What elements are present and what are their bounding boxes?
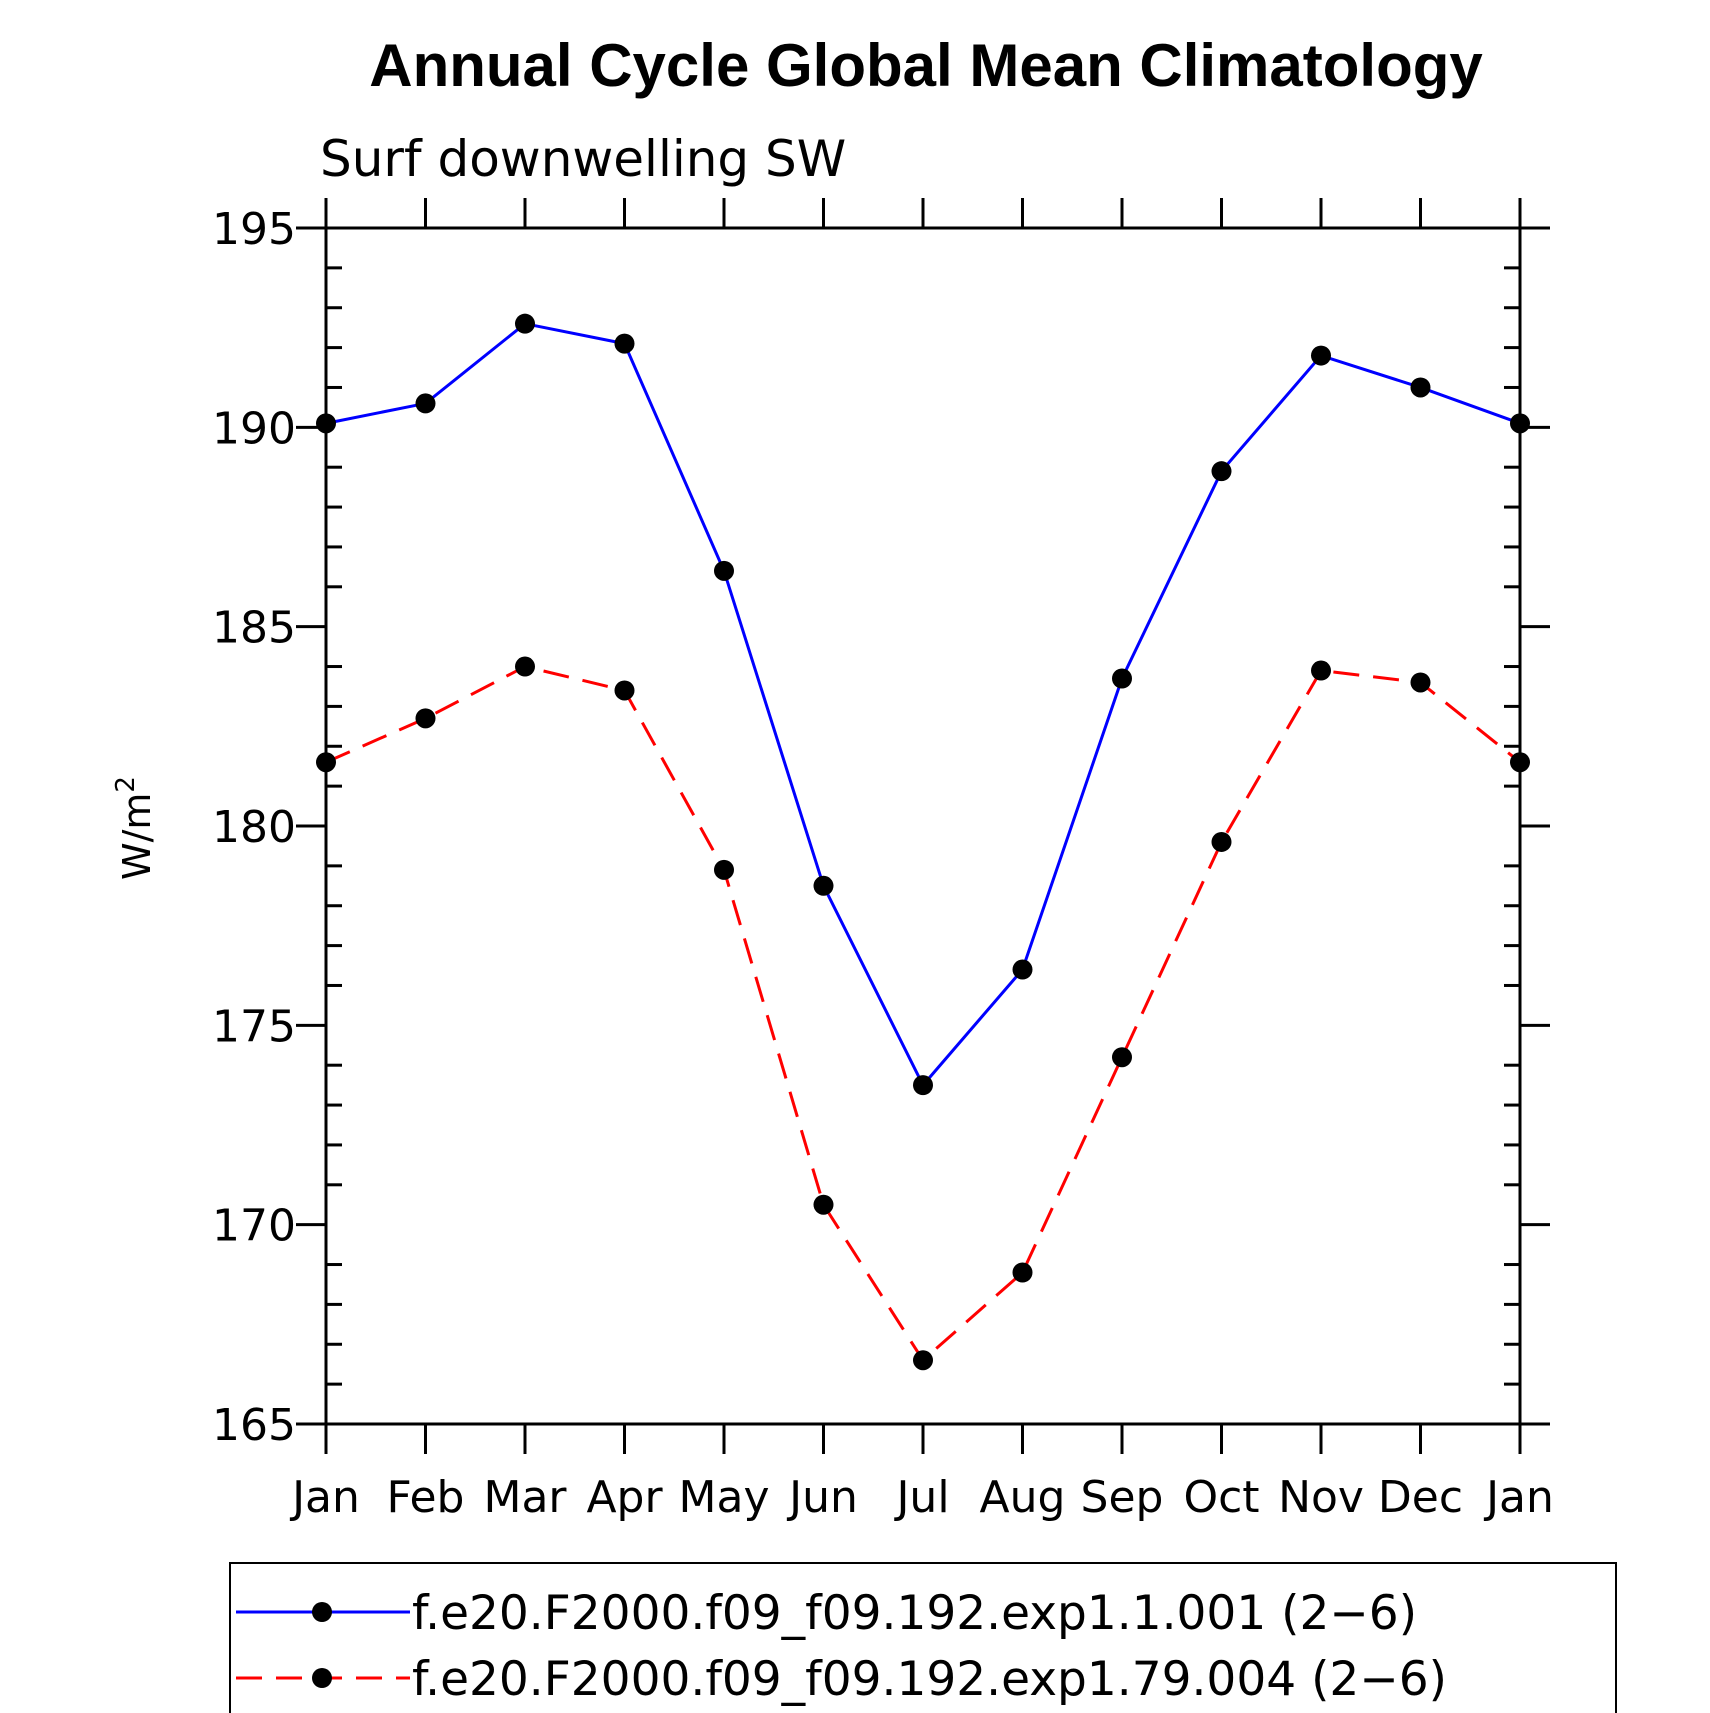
x-tick-label: Mar — [483, 1472, 567, 1523]
y-tick-labels: 165 170 175 180 185 190 195 — [212, 204, 296, 1451]
x-tick-label: Jun — [786, 1472, 858, 1523]
legend-marker-2 — [312, 1668, 332, 1688]
x-tick-label: Jul — [893, 1472, 949, 1523]
y-axis-title: W/m2 — [111, 776, 159, 880]
y-tick-label: 175 — [212, 1001, 296, 1052]
x-tick-label: Sep — [1081, 1472, 1164, 1523]
x-tick-label: Feb — [387, 1472, 465, 1523]
y-tick-label: 195 — [212, 204, 296, 255]
series-2-point — [1112, 1047, 1132, 1068]
series-1-point — [1510, 413, 1530, 434]
series-1-point — [1211, 461, 1232, 482]
series-line-2 — [325, 664, 1521, 1363]
y-tick-label: 170 — [212, 1201, 296, 1252]
series-1-point — [813, 875, 834, 896]
x-tick-label: Nov — [1278, 1472, 1364, 1523]
series-line-1 — [325, 322, 1521, 1088]
x-tick-label: Oct — [1183, 1472, 1259, 1523]
series-2-point — [316, 752, 336, 773]
y-tick-label: 185 — [212, 603, 296, 654]
legend-marker-1 — [312, 1602, 332, 1622]
series-1-point — [1311, 345, 1331, 366]
series-2-point — [415, 708, 436, 729]
legend-label-1: f.e20.F2000.f09_f09.192.exp1.1.001 (2−6) — [412, 1586, 1417, 1641]
axis-ticks — [296, 198, 1550, 1454]
legend-label-2: f.e20.F2000.f09_f09.192.exp1.79.004 (2−6… — [412, 1652, 1447, 1707]
chart-title: Annual Cycle Global Mean Climatology — [369, 32, 1483, 99]
series-1-point — [1112, 668, 1132, 689]
x-tick-label: Dec — [1378, 1472, 1463, 1523]
x-tick-labels: Jan Feb Mar Apr May Jun Jul Aug Sep Oct Nov Dec Jan — [289, 1472, 1554, 1523]
series-2-point — [515, 656, 535, 677]
svg-text:W/m2: W/m2 — [111, 776, 159, 880]
legend-box — [229, 1562, 1617, 1713]
x-tick-label: Jan — [289, 1472, 360, 1523]
series-2-point — [813, 1194, 834, 1215]
y-tick-label: 180 — [212, 802, 296, 853]
series-1-point — [415, 393, 436, 414]
series-2-point — [1510, 752, 1530, 773]
series-1-point — [316, 413, 336, 434]
series-1-point — [614, 333, 635, 354]
x-tick-label: Apr — [586, 1472, 663, 1523]
legend: f.e20.F2000.f09_f09.192.exp1.1.001 (2−6)… — [236, 1586, 1447, 1707]
series-1-point — [1410, 377, 1431, 398]
y-axis-label: W/m — [115, 793, 159, 880]
series-2-point — [1211, 831, 1232, 852]
plot-frame — [324, 226, 1522, 1426]
y-tick-label: 165 — [212, 1400, 296, 1451]
y-tick-label: 190 — [212, 403, 296, 454]
x-tick-label: Jan — [1483, 1472, 1554, 1523]
series-1-point — [1012, 959, 1033, 980]
chart-subtitle: Surf downwelling SW — [320, 130, 846, 188]
series-2-point — [1311, 660, 1331, 681]
series-2-point — [1410, 672, 1431, 693]
y-axis-label-superscript: 2 — [111, 776, 141, 793]
series-2-point — [614, 680, 635, 701]
series-2-point — [913, 1350, 933, 1371]
series-2-point — [714, 859, 734, 880]
series-2-point — [1012, 1262, 1033, 1283]
x-tick-label: May — [679, 1472, 770, 1523]
series-1-point — [515, 313, 535, 334]
x-tick-label: Aug — [980, 1472, 1066, 1523]
series-layer — [316, 313, 1530, 1371]
series-1-point — [714, 560, 734, 581]
series-1-point — [913, 1075, 933, 1096]
